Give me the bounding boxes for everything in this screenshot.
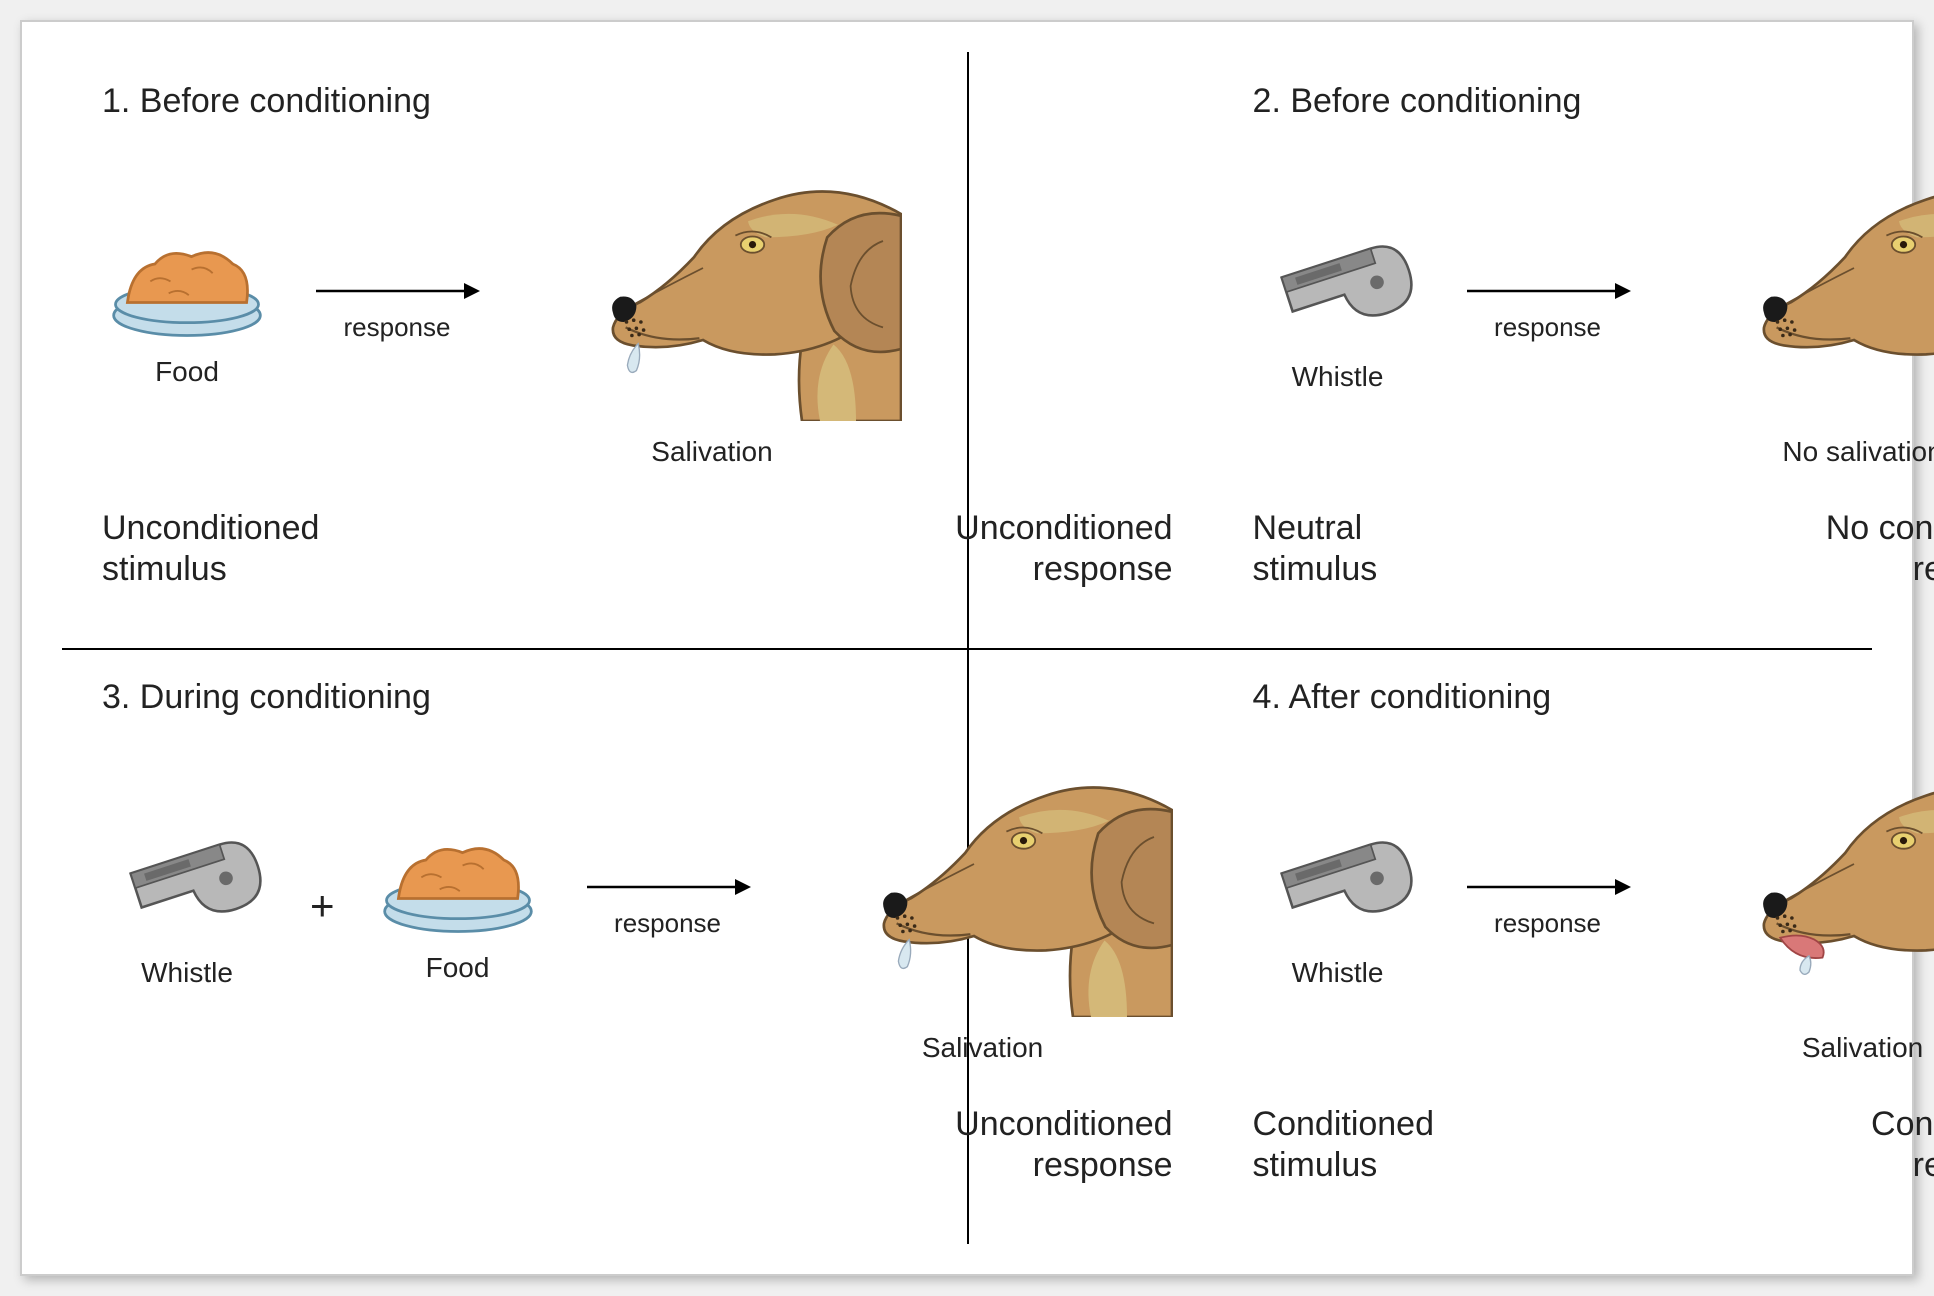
panel-title: 1. Before conditioning xyxy=(102,82,1173,121)
arrow-label: response xyxy=(1494,312,1601,343)
bottom-left-label: Unconditionedstimulus xyxy=(102,508,319,590)
bottom-row: Conditionedstimulus Conditionedresponse xyxy=(1253,1104,1934,1186)
stimulus-label: Whistle xyxy=(1292,957,1384,989)
whistle-icon xyxy=(1253,226,1423,346)
bottom-right-label: No conditionedresponse xyxy=(1826,508,1934,590)
plus-icon: + xyxy=(310,882,335,930)
panel-grid: 1. Before conditioning Food response xyxy=(62,52,1872,1244)
arrow-block: response xyxy=(312,276,482,343)
dog-icon xyxy=(1673,151,1934,421)
response-label: Salivation xyxy=(651,436,772,468)
bottom-right-label: Unconditionedresponse xyxy=(955,1104,1172,1186)
dog-icon xyxy=(522,151,902,421)
bottom-right-label: Unconditionedresponse xyxy=(955,508,1172,590)
dog-icon xyxy=(793,747,1173,1017)
bottom-row: Neutralstimulus No conditionedresponse xyxy=(1253,508,1934,590)
stimulus-label: Food xyxy=(155,356,219,388)
stimulus-label: Whistle xyxy=(1292,361,1384,393)
panel-title: 2. Before conditioning xyxy=(1253,82,1934,121)
bottom-left-label: Neutralstimulus xyxy=(1253,508,1378,590)
response-label: No salivation xyxy=(1782,436,1934,468)
bottom-row: Unconditionedresponse xyxy=(102,1104,1173,1186)
arrow-label: response xyxy=(1494,908,1601,939)
stimulus-food: Food xyxy=(373,827,543,984)
stimulus-whistle: Whistle xyxy=(1253,822,1423,989)
arrow-block: response xyxy=(1463,872,1633,939)
response-block: Salivation xyxy=(1673,747,1934,1064)
panel-row: Whistle response xyxy=(1253,151,1934,468)
arrow-icon xyxy=(1463,872,1633,902)
response-block: Salivation xyxy=(522,151,902,468)
panel-4: 4. After conditioning Whistle response xyxy=(1213,648,1934,1244)
response-block: Salivation xyxy=(793,747,1173,1064)
arrow-label: response xyxy=(614,908,721,939)
response-label: Salivation xyxy=(922,1032,1043,1064)
arrow-icon xyxy=(1463,276,1633,306)
arrow-label: response xyxy=(344,312,451,343)
arrow-block: response xyxy=(1463,276,1633,343)
panel-2: 2. Before conditioning Whistle response xyxy=(1213,52,1934,648)
response-label: Salivation xyxy=(1802,1032,1923,1064)
stimulus-label: Whistle xyxy=(141,957,233,989)
stimulus-food: Food xyxy=(102,231,272,388)
arrow-block: response xyxy=(583,872,753,939)
panel-title: 4. After conditioning xyxy=(1253,678,1934,717)
panel-row: Whistle response xyxy=(1253,747,1934,1064)
bottom-row: Unconditionedstimulus Unconditionedrespo… xyxy=(102,508,1173,590)
arrow-icon xyxy=(312,276,482,306)
stimulus-whistle: Whistle xyxy=(102,822,272,989)
panel-row: Whistle + Food response xyxy=(102,747,1173,1064)
bottom-right-label: Conditionedresponse xyxy=(1871,1104,1934,1186)
whistle-icon xyxy=(1253,822,1423,942)
whistle-icon xyxy=(102,822,272,942)
stimulus-whistle: Whistle xyxy=(1253,226,1423,393)
dog-icon xyxy=(1673,747,1934,1017)
response-block: No salivation xyxy=(1673,151,1934,468)
arrow-icon xyxy=(583,872,753,902)
stimulus-label: Food xyxy=(426,952,490,984)
bottom-left-label: Conditionedstimulus xyxy=(1253,1104,1434,1186)
diagram-frame: 1. Before conditioning Food response xyxy=(20,20,1914,1276)
food-icon xyxy=(373,827,543,937)
panel-title: 3. During conditioning xyxy=(102,678,1173,717)
food-icon xyxy=(102,231,272,341)
panel-1: 1. Before conditioning Food response xyxy=(62,52,1213,648)
panel-3: 3. During conditioning Whistle + Food re… xyxy=(62,648,1213,1244)
panel-row: Food response xyxy=(102,151,1173,468)
